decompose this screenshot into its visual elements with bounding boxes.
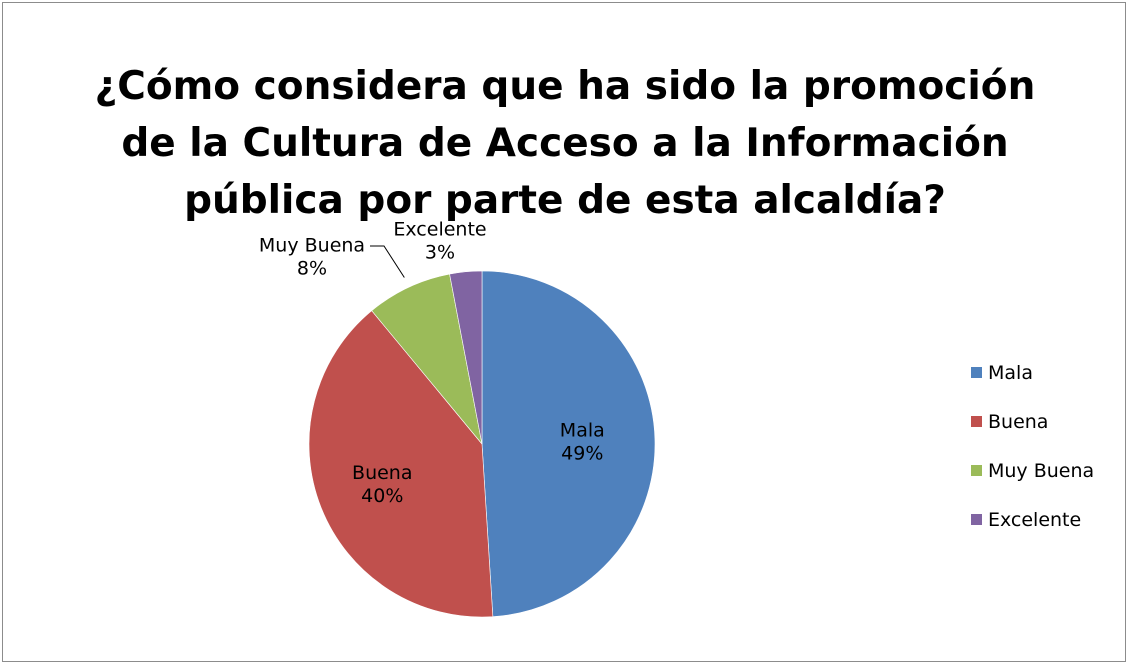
legend-swatch-muy-buena bbox=[971, 465, 982, 476]
chart-title-line-1: ¿Cómo considera que ha sido la promoción bbox=[94, 64, 1036, 109]
slice-value-muy-buena: 8% bbox=[297, 258, 327, 280]
pie-slices bbox=[308, 270, 656, 618]
legend-swatch-buena bbox=[971, 416, 982, 427]
pie-slice-excelente bbox=[449, 270, 483, 445]
pie-slice-buena bbox=[308, 310, 494, 618]
legend-label-excelente: Excelente bbox=[988, 509, 1081, 531]
legend-swatch-excelente bbox=[971, 514, 982, 525]
legend-label-mala: Mala bbox=[988, 362, 1033, 384]
slice-label-muy-buena: Muy Buena bbox=[259, 235, 365, 257]
leader-line-muy-buena bbox=[370, 245, 405, 278]
slice-value-buena: 40% bbox=[361, 485, 403, 507]
slice-value-excelente: 3% bbox=[425, 242, 455, 264]
pie-slice-mala bbox=[481, 270, 656, 617]
chart-title-line-3: pública por parte de esta alcaldía? bbox=[184, 178, 946, 223]
slice-value-mala: 49% bbox=[561, 442, 603, 464]
legend-label-muy-buena: Muy Buena bbox=[988, 460, 1094, 482]
leader-lines bbox=[370, 245, 405, 278]
slice-label-mala: Mala bbox=[560, 419, 605, 441]
legend-swatch-mala bbox=[971, 367, 982, 378]
slice-label-buena: Buena bbox=[352, 462, 412, 484]
legend: Mala Buena Muy Buena Excelente bbox=[971, 362, 1094, 531]
chart-title-line-2: de la Cultura de Acceso a la Información bbox=[121, 121, 1009, 166]
legend-label-buena: Buena bbox=[988, 411, 1048, 433]
slice-label-excelente: Excelente bbox=[393, 219, 486, 241]
chart-title: ¿Cómo considera que ha sido la promoción… bbox=[0, 58, 1130, 229]
